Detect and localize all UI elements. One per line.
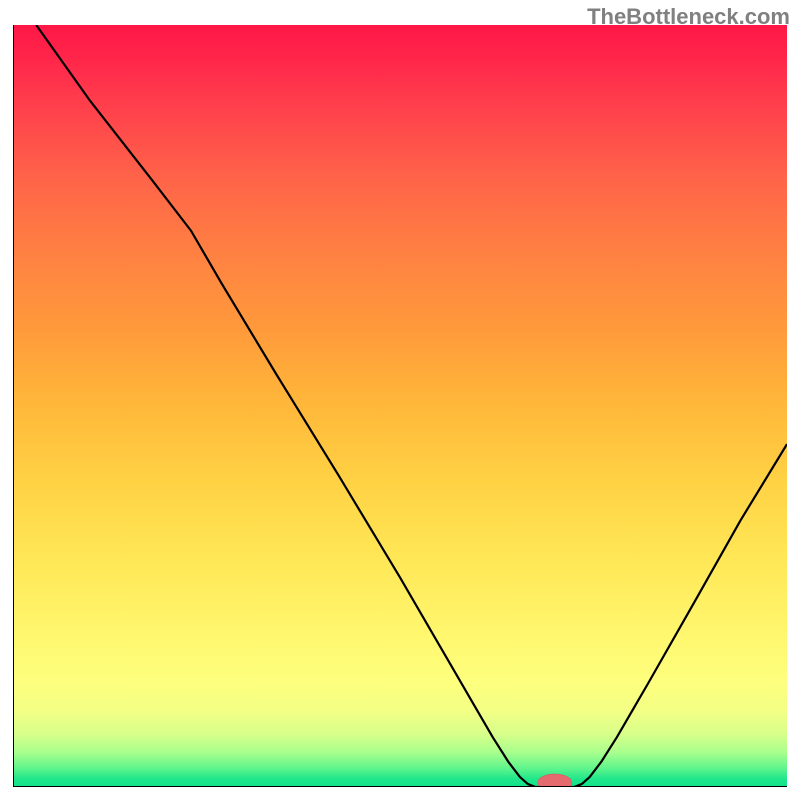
watermark-text: TheBottleneck.com bbox=[587, 4, 790, 30]
gradient-background bbox=[13, 25, 787, 787]
chart-container: TheBottleneck.com bbox=[0, 0, 800, 800]
bottleneck-chart bbox=[13, 25, 787, 787]
